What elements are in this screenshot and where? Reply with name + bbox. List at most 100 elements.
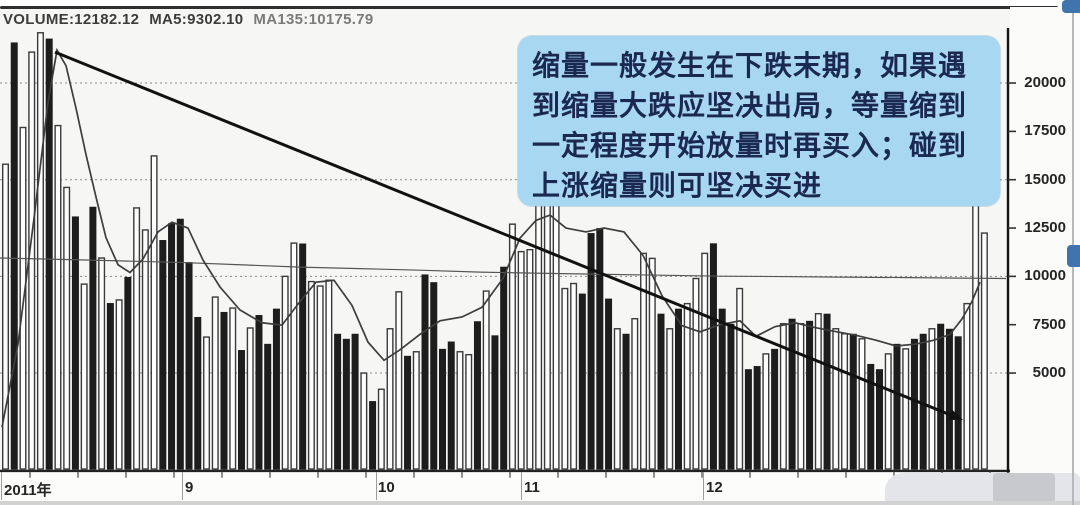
- volume-bar-hollow: [307, 280, 315, 470]
- volume-bar-hollow: [508, 223, 516, 470]
- x-axis-label: 9: [185, 479, 194, 496]
- volume-bar-hollow: [832, 328, 840, 470]
- resize-handle-top-right[interactable]: [1062, 0, 1080, 13]
- volume-bar-hollow: [63, 186, 71, 470]
- volume-bar-hollow: [246, 327, 254, 470]
- volume-bar-hollow: [535, 199, 543, 470]
- window-top-border: [0, 6, 1058, 9]
- volume-value: VOLUME:12182.12: [3, 11, 140, 28]
- volume-bar-solid: [806, 320, 814, 470]
- volume-bar-solid: [605, 298, 613, 470]
- volume-bar-solid: [674, 308, 682, 470]
- x-axis-separator: [521, 472, 522, 500]
- ma135-value: MA135:10175.79: [253, 11, 374, 28]
- annotation-box: 缩量一般发生在下跌末期，如果遇 到缩量大跌应坚决出局，等量缩到 一定程度开始放量…: [518, 36, 1000, 206]
- volume-bar-hollow: [482, 290, 490, 470]
- volume-bar-hollow: [36, 32, 44, 470]
- volume-bar-hollow: [517, 250, 525, 470]
- volume-bar-hollow: [80, 283, 88, 470]
- volume-bar-solid: [727, 323, 735, 470]
- volume-bar-solid: [159, 240, 167, 470]
- volume-bar-hollow: [456, 351, 464, 470]
- volume-bar-hollow: [648, 257, 656, 470]
- y-axis-panel: [1010, 7, 1080, 473]
- watermark-patch: [993, 473, 1055, 503]
- volume-bar-hollow: [884, 353, 892, 470]
- y-axis-label: 15000: [1024, 170, 1066, 188]
- y-axis-label: 20000: [1024, 74, 1066, 92]
- volume-bar-solid: [185, 262, 193, 470]
- volume-bar-hollow: [779, 323, 787, 470]
- x-axis-label: 2011年: [4, 482, 52, 499]
- volume-bar-hollow: [736, 287, 744, 470]
- volume-bar-hollow: [412, 351, 420, 470]
- volume-bar-hollow: [150, 155, 158, 470]
- volume-bar-solid: [622, 333, 630, 470]
- volume-bar-hollow: [290, 242, 298, 470]
- volume-bar-hollow: [972, 197, 980, 470]
- volume-bar-hollow: [133, 207, 141, 470]
- volume-bar-hollow: [98, 257, 106, 470]
- volume-bar-solid: [334, 333, 342, 470]
- volume-bar-hollow: [395, 291, 403, 470]
- volume-bar-hollow: [561, 287, 569, 470]
- annotation-line: 一定程度开始放量时再买入；碰到: [532, 130, 968, 161]
- y-axis-label: 12500: [1024, 219, 1066, 237]
- x-axis-label: 12: [706, 479, 723, 496]
- volume-bar-solid: [919, 333, 927, 470]
- trend-arrow-head: [947, 409, 963, 421]
- x-axis-separator: [1, 472, 2, 500]
- volume-bar-solid: [587, 233, 595, 470]
- volume-bar-solid: [473, 321, 481, 470]
- volume-bar-solid: [578, 293, 586, 470]
- volume-bar-hollow: [814, 312, 822, 470]
- volume-bar-solid: [491, 335, 499, 470]
- y-axis-label: 5000: [1032, 364, 1066, 382]
- volume-bar-solid: [771, 348, 779, 470]
- volume-bar-hollow: [631, 318, 639, 470]
- volume-bar-solid: [945, 328, 953, 470]
- y-axis-label: 7500: [1032, 315, 1066, 333]
- volume-bar-solid: [849, 333, 857, 470]
- volume-bar-solid: [168, 223, 176, 470]
- volume-bar-hollow: [902, 348, 910, 470]
- volume-bar-hollow: [229, 307, 237, 470]
- volume-bar-solid: [823, 313, 831, 470]
- volume-bar-solid: [220, 311, 228, 470]
- volume-bar-solid: [439, 348, 446, 470]
- volume-bar-hollow: [526, 248, 534, 470]
- volume-bar-solid: [299, 243, 307, 470]
- volume-bar-solid: [272, 308, 280, 470]
- y-axis-label: 10000: [1024, 267, 1066, 285]
- resize-handle-right[interactable]: [1067, 245, 1080, 267]
- x-axis-label: 11: [524, 479, 540, 496]
- volume-bar-hollow: [841, 333, 849, 470]
- volume-bar-solid: [176, 218, 184, 470]
- volume-bar-solid: [876, 369, 883, 470]
- volume-bar-solid: [194, 316, 202, 470]
- volume-bar-solid: [430, 282, 438, 470]
- volume-bar-hollow: [570, 282, 578, 470]
- volume-bar-solid: [237, 350, 245, 470]
- volume-bar-solid: [71, 216, 79, 470]
- volume-bar-solid: [124, 276, 132, 470]
- volume-bar-hollow: [28, 51, 36, 470]
- volume-bar-solid: [788, 318, 796, 470]
- volume-bar-solid: [954, 336, 962, 470]
- volume-bar-solid: [351, 333, 359, 470]
- volume-bar-solid: [709, 243, 717, 470]
- x-axis-separator: [703, 472, 704, 500]
- volume-bar-hollow: [928, 328, 936, 470]
- volume-bar-hollow: [19, 126, 27, 470]
- volume-bar-hollow: [386, 328, 394, 470]
- x-axis-label: 10: [378, 479, 395, 496]
- volume-bar-hollow: [465, 353, 473, 470]
- volume-bar-hollow: [203, 336, 211, 470]
- ma135-line: [0, 257, 1007, 280]
- volume-bar-hollow: [666, 328, 674, 470]
- volume-bar-hollow: [325, 279, 333, 470]
- volume-bar-hollow: [683, 302, 691, 470]
- annotation-line: 上涨缩量则可坚决买进: [532, 170, 823, 201]
- volume-bar-hollow: [543, 197, 551, 470]
